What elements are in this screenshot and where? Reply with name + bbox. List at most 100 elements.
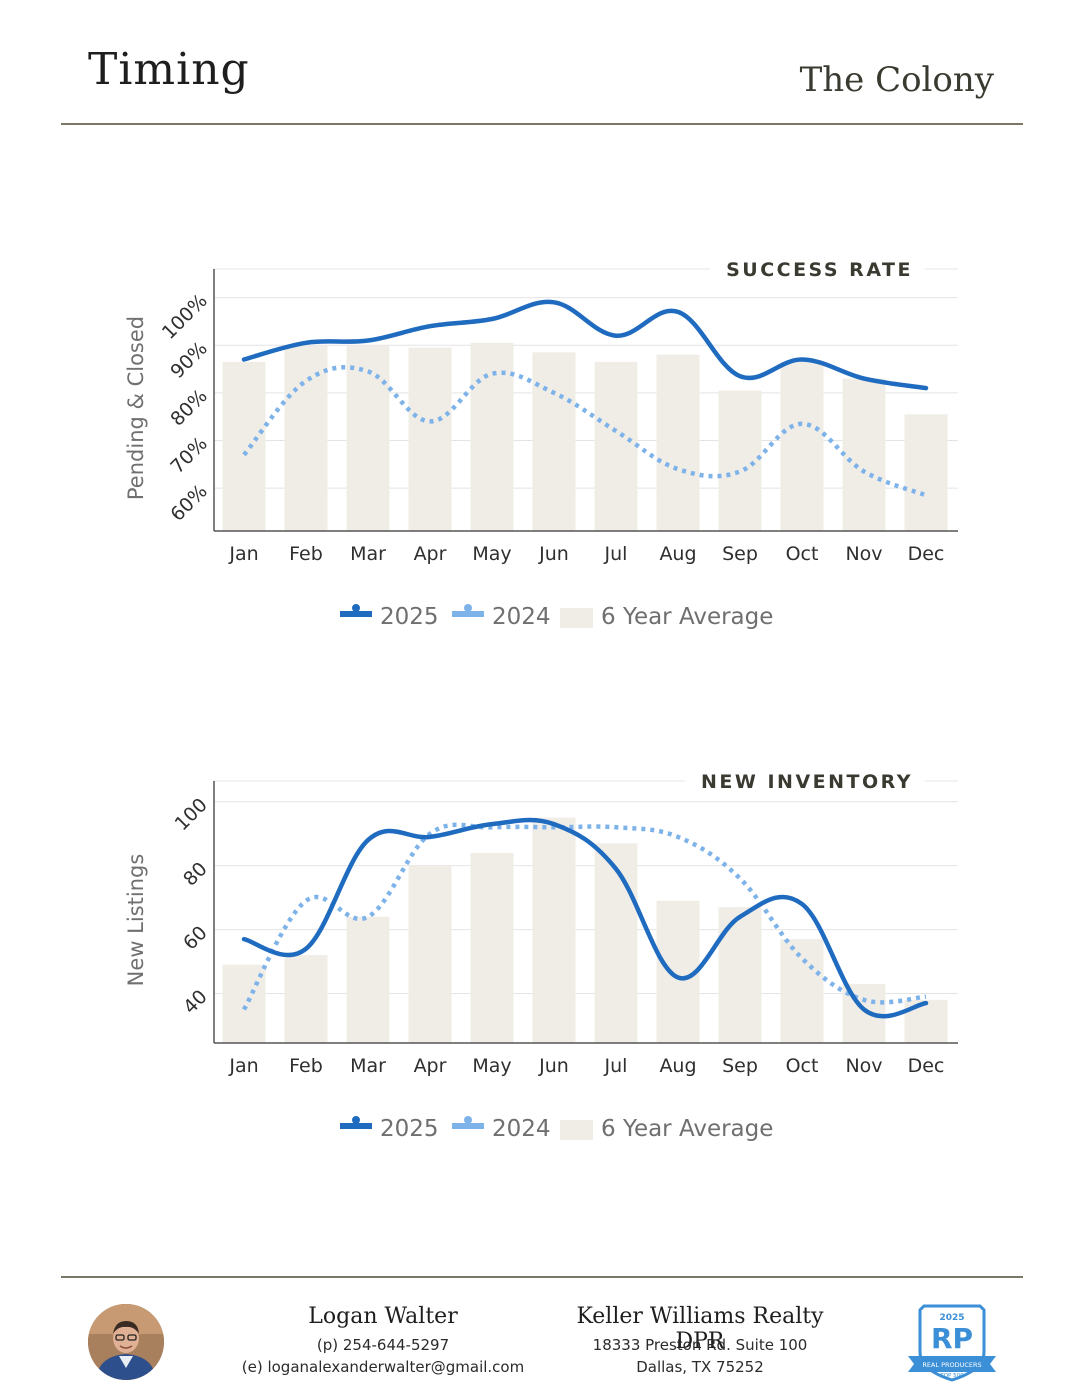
footer-divider xyxy=(61,1276,1023,1278)
badge-year: 2025 xyxy=(939,1313,964,1323)
avg-bar-mar xyxy=(346,345,390,531)
x-tick-label: Apr xyxy=(414,543,447,565)
chart-title: SUCCESS RATE xyxy=(726,259,913,281)
avg-bar-jan xyxy=(222,361,266,531)
legend-2025-swatch xyxy=(340,1123,372,1129)
avg-bar-oct xyxy=(780,361,824,531)
x-tick-label: Nov xyxy=(845,543,882,565)
y-axis-label: Pending & Closed xyxy=(124,316,148,500)
badge-label: REAL PRODUCERS xyxy=(922,1361,981,1369)
avg-bar-sep xyxy=(718,390,762,531)
avg-bar-jun xyxy=(532,352,576,531)
x-tick-label: Jun xyxy=(538,1055,569,1077)
real-producers-badge: 2025 RP REAL PRODUCERS TOP 500 xyxy=(908,1304,996,1382)
y-tick-label: 100 xyxy=(171,794,212,835)
legend-2025-label: 2025 xyxy=(380,1116,439,1142)
legend-2024-marker xyxy=(464,1116,472,1124)
chart-title-backdrop xyxy=(710,257,925,281)
legend-2025-label: 2025 xyxy=(380,604,439,630)
x-tick-label: Sep xyxy=(722,543,758,565)
avg-bar-jun xyxy=(532,817,576,1043)
y-tick-label: 100% xyxy=(158,290,212,344)
legend: 2025 2024 6 Year Average xyxy=(340,604,773,630)
legend-2024-swatch xyxy=(452,1123,484,1129)
x-tick-label: Jun xyxy=(538,543,569,565)
legend-avg-label: 6 Year Average xyxy=(601,1116,773,1142)
x-tick-label: May xyxy=(472,543,511,565)
series-2025-line xyxy=(241,817,929,1019)
x-tick-label: Nov xyxy=(845,1055,882,1077)
x-tick-label: Jul xyxy=(604,1055,628,1077)
legend-2025-marker xyxy=(352,604,360,612)
legend-2024-swatch xyxy=(452,611,484,617)
agent-email[interactable]: (e) loganalexanderwalter@gmail.com xyxy=(241,1358,525,1376)
avg-bar-sep xyxy=(718,907,762,1043)
avg-bar-may xyxy=(470,852,514,1043)
office-address-line2: Dallas, TX 75252 xyxy=(636,1358,764,1376)
avg-bar-feb xyxy=(284,955,328,1043)
page-title: Timing xyxy=(88,44,250,95)
y-tick-label: 40 xyxy=(179,986,212,1019)
legend-2024-label: 2024 xyxy=(492,604,551,630)
y-tick-label: 60 xyxy=(179,922,212,955)
legend-avg-swatch xyxy=(560,1120,593,1140)
x-tick-label: Jan xyxy=(228,543,258,565)
x-tick-label: Jan xyxy=(228,1055,258,1077)
avg-bar-jul xyxy=(594,843,638,1043)
y-tick-label: 70% xyxy=(166,433,211,478)
x-tick-label: Feb xyxy=(289,543,323,565)
legend-2025-swatch xyxy=(340,611,372,617)
agent-avatar xyxy=(88,1304,164,1380)
series-2024-line xyxy=(242,365,927,498)
y-tick-label: 90% xyxy=(166,337,211,382)
avg-bar-aug xyxy=(656,354,700,531)
y-tick-label: 80% xyxy=(166,385,211,430)
chart-title: NEW INVENTORY xyxy=(701,771,913,793)
badge-rank: TOP 500 xyxy=(939,1373,964,1379)
avg-bar-jan xyxy=(222,964,266,1043)
x-tick-label: Feb xyxy=(289,1055,323,1077)
legend-avg-swatch xyxy=(560,608,593,628)
x-tick-label: Mar xyxy=(350,1055,386,1077)
legend-2024-marker xyxy=(464,604,472,612)
avg-bar-mar xyxy=(346,916,390,1043)
x-tick-label: May xyxy=(472,1055,511,1077)
x-tick-label: Sep xyxy=(722,1055,758,1077)
success-rate-chart: SUCCESS RATE 60%70%80%90%100% Pending & Cl… xyxy=(124,257,958,630)
agent-phone[interactable]: (p) 254-644-5297 xyxy=(316,1336,450,1354)
chart-title-backdrop xyxy=(685,769,925,793)
avg-bar-nov xyxy=(842,378,886,531)
x-tick-label: Oct xyxy=(786,1055,819,1077)
avg-bar-may xyxy=(470,342,514,531)
new-inventory-chart: NEW INVENTORY 40 60 80 100 New Listings Jan Feb… xyxy=(124,769,958,1142)
series-2024-line xyxy=(242,822,927,1011)
series-2025-line xyxy=(241,299,929,391)
agent-name: Logan Walter xyxy=(308,1304,458,1329)
legend-2025-marker xyxy=(352,1116,360,1124)
office-address-line1: 18333 Preston Rd. Suite 100 xyxy=(592,1336,808,1354)
x-tick-label: Oct xyxy=(786,543,819,565)
avg-bar-oct xyxy=(780,939,824,1043)
badge-logo-mark: RP xyxy=(931,1322,973,1355)
x-tick-label: Dec xyxy=(908,543,945,565)
legend: 2025 2024 6 Year Average xyxy=(340,1116,773,1142)
legend-2024-label: 2024 xyxy=(492,1116,551,1142)
avg-bar-feb xyxy=(284,345,328,531)
x-tick-label: Dec xyxy=(908,1055,945,1077)
avg-bar-apr xyxy=(408,347,452,531)
legend-avg-label: 6 Year Average xyxy=(601,604,773,630)
y-tick-label: 80 xyxy=(179,858,212,891)
avg-bar-dec xyxy=(904,414,948,531)
office-name: Keller Williams Realty DPR xyxy=(576,1304,824,1354)
y-tick-label: 60% xyxy=(166,480,211,525)
y-axis-label: New Listings xyxy=(124,854,148,987)
x-tick-label: Aug xyxy=(659,543,696,565)
x-tick-label: Aug xyxy=(659,1055,696,1077)
avg-bar-apr xyxy=(408,865,452,1043)
x-tick-label: Mar xyxy=(350,543,386,565)
header-divider xyxy=(61,123,1023,125)
x-tick-label: Jul xyxy=(604,543,628,565)
avg-bar-jul xyxy=(594,361,638,531)
avg-bar-aug xyxy=(656,900,700,1043)
x-tick-label: Apr xyxy=(414,1055,447,1077)
